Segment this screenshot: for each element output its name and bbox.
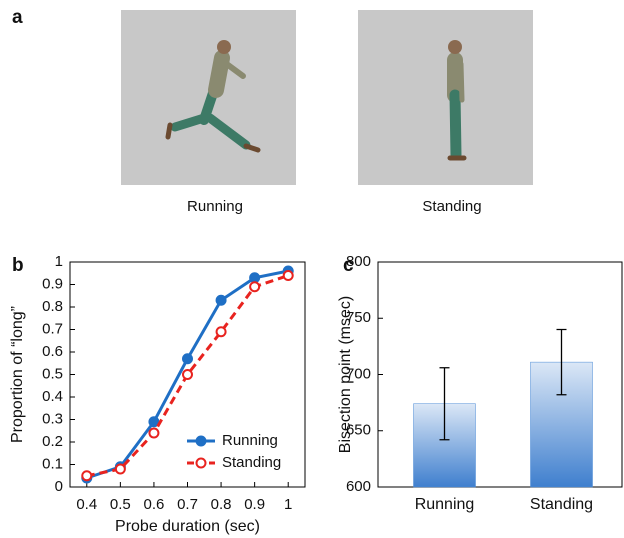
y-axis-label: Bisection point (msec) [337,296,354,453]
y-axis-label: Proportion of “long” [9,306,26,443]
y-tick-label: 600 [346,478,371,495]
x-tick-label: 0.5 [110,496,131,513]
image-caption: Standing [422,198,481,215]
legend-marker [197,459,206,468]
y-tick-label: 1 [55,253,63,270]
y-tick-label: 0.4 [42,388,63,405]
x-tick-label: Running [415,496,475,513]
legend-label: Standing [222,454,281,471]
x-tick-label: 0.6 [143,496,164,513]
x-tick-label: 0.4 [76,496,97,513]
y-tick-label: 0.9 [42,275,63,292]
figure: a Running Standing b 0 0.1 0.2 0.3 0.4 0.5 0.6 0… [0,0,624,538]
data-point [183,354,192,363]
legend-label: Running [222,432,278,449]
y-tick-label: 0.1 [42,455,63,472]
x-tick-label: 1 [284,496,292,513]
y-tick-label: 0.2 [42,433,63,450]
x-tick-label: 0.7 [177,496,198,513]
y-tick-label: 0.5 [42,365,63,382]
x-tick-label: 0.8 [211,496,232,513]
y-tick-label: 0.8 [42,298,63,315]
y-tick-label: 0 [55,478,63,495]
data-point [284,271,293,280]
data-point [217,327,226,336]
data-point [250,282,259,291]
y-tick-label: 0.3 [42,410,63,427]
panel-label: b [12,255,24,276]
image-standing [358,10,533,185]
legend-marker [197,437,206,446]
panel-label: a [12,7,23,28]
data-point [82,471,91,480]
x-tick-label: 0.9 [244,496,265,513]
data-point [183,370,192,379]
x-tick-label: Standing [530,496,593,513]
data-point [116,465,125,474]
data-point [250,273,259,282]
data-point [149,429,158,438]
image-caption: Running [187,198,243,215]
x-axis-label: Probe duration (sec) [115,518,260,535]
data-point [217,296,226,305]
y-tick-label: 0.7 [42,320,63,337]
y-tick-label: 0.6 [42,343,63,360]
y-tick-label: 800 [346,253,371,270]
